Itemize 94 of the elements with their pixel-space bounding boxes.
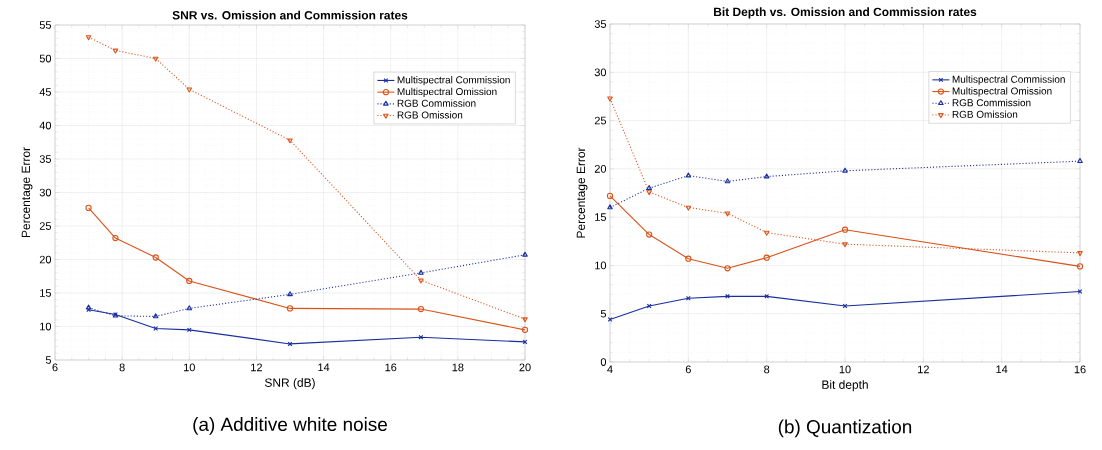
point [763,173,770,179]
x-tick-label: 10 [839,365,851,374]
x-tick-label: 8 [764,365,770,374]
point [287,291,293,297]
x-axis-title: SNR (dB) [264,378,315,390]
y-tick-label: 25 [594,116,607,125]
x-tick-label: 12 [918,365,929,374]
y-tick-label: 15 [595,213,607,221]
legend-label: Multispectral Commission [952,75,1065,85]
x-tick-label: 10 [184,363,195,372]
x-tick-label: 6 [52,363,58,372]
y-tick-label: 10 [40,322,52,331]
y-tick-label: 35 [39,155,52,163]
point [112,48,119,54]
point [152,56,159,62]
point [724,211,731,217]
point [763,230,770,236]
legend-label: RGB Omission [397,111,463,119]
point [607,96,613,102]
point [685,205,692,211]
y-tick-label: 5 [45,356,52,364]
point [522,317,528,323]
y-tick-label: 30 [594,68,607,77]
point [85,35,92,41]
point [287,138,293,144]
point [286,305,294,312]
point [607,204,613,210]
point [842,242,848,248]
x-tick-label: 20 [519,363,531,372]
x-tick-label: 14 [996,365,1008,374]
y-tick-label: 30 [39,188,52,197]
point [1077,251,1083,257]
y-tick-label: 40 [39,121,52,130]
point [685,172,692,178]
y-axis-title: Percentage Error [21,147,33,238]
text: (b) Quantization [778,419,912,438]
point [152,254,159,261]
point [153,326,159,331]
y-tick-label: 45 [39,88,52,96]
point [418,269,424,275]
x-tick-label: 4 [607,365,613,374]
point [764,293,770,299]
point [842,167,848,173]
y-tick-label: 50 [39,54,52,63]
y-tick-label: 20 [594,164,607,173]
y-tick-label: 15 [40,289,52,297]
point [841,226,849,233]
point [186,327,192,333]
point [646,185,652,191]
point [186,277,193,285]
y-tick-label: 10 [595,261,607,270]
point [287,341,293,347]
x-tick-label: 6 [685,365,691,374]
x-tick-label: 14 [318,363,330,372]
legend-label: RGB Commission [397,99,476,107]
point [1077,157,1083,163]
chart-title: SNR vs. Omission and Commission rates [172,10,408,20]
legend-label: RGB Omission [952,110,1018,118]
x-tick-label: 16 [385,363,397,372]
point [152,313,159,319]
x-tick-label: 16 [1074,365,1086,374]
point [112,234,119,242]
y-tick-label: 35 [594,20,607,28]
point [522,251,528,257]
point [646,231,653,238]
x-tick-label: 12 [251,363,262,372]
point [418,334,424,340]
chart-title: Bit Depth vs. Omission and Commission rates [714,7,977,19]
x-axis-title: Bit depth [822,380,868,392]
point [417,305,425,313]
point [685,255,692,262]
x-tick-label: 8 [119,363,125,372]
point [685,295,691,301]
point [646,303,652,309]
point [186,305,193,311]
legend-label: Multispectral Omission [397,87,497,98]
legend-label: RGB Commission [952,98,1031,107]
point [724,178,731,184]
x-tick-label: 18 [452,363,464,372]
y-tick-label: 55 [39,21,52,29]
point [646,190,652,196]
point [418,278,424,284]
y-tick-label: 20 [39,255,52,264]
y-tick-label: 25 [39,222,52,230]
point [763,254,770,261]
legend-label: Multispectral Omission [952,87,1052,97]
point [186,87,193,93]
y-tick-label: 0 [600,358,607,366]
point [725,293,730,299]
point [724,265,731,272]
y-axis-title: Percentage Error [576,147,588,238]
legend-label: Multispectral Commission [397,76,510,86]
y-tick-label: 5 [600,309,607,318]
text: (a) Additive white noise [193,417,387,435]
